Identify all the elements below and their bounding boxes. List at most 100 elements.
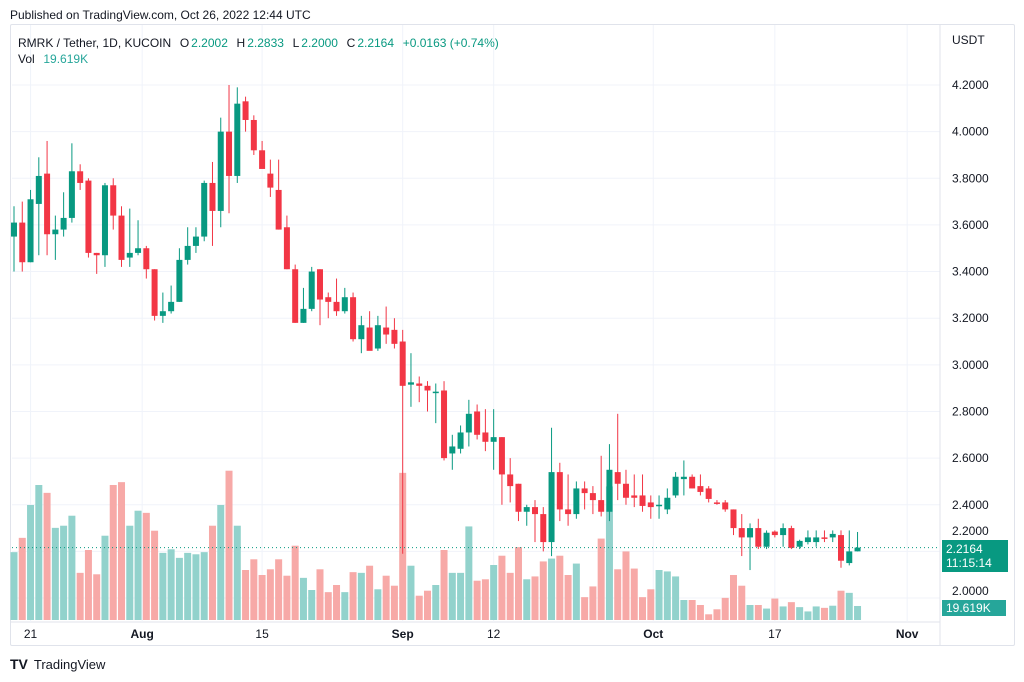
volume-bar xyxy=(738,585,746,620)
high-label: H xyxy=(236,36,246,50)
price-tick-label: 4.0000 xyxy=(952,125,989,139)
candle-body xyxy=(771,531,778,536)
volume-bar xyxy=(713,609,721,620)
grid xyxy=(11,25,941,645)
volume-bar xyxy=(126,525,134,620)
candle-body xyxy=(275,189,282,230)
volume-row: Vol 19.619K xyxy=(18,51,501,67)
candle-body xyxy=(755,528,762,547)
low-label: L xyxy=(292,36,300,50)
symbol-title[interactable]: RMRK / Tether, 1D, KUCOIN xyxy=(18,36,172,50)
volume-bar xyxy=(151,530,159,620)
candle-body xyxy=(374,325,381,349)
volume-bar xyxy=(779,606,787,620)
volume-bar xyxy=(382,575,390,620)
price-tick-label: 2.6000 xyxy=(952,451,989,465)
candle-body xyxy=(316,269,323,300)
open-label: O xyxy=(179,36,190,50)
volume-bar xyxy=(415,595,423,620)
volume-bars xyxy=(10,470,862,620)
volume-bar xyxy=(746,605,754,620)
currency-label: USDT xyxy=(952,33,985,47)
candle-body xyxy=(622,483,629,498)
candle-body xyxy=(135,248,142,253)
ohlc-row: RMRK / Tether, 1D, KUCOIN O 2.2002 H 2.283… xyxy=(18,35,501,51)
candle-body xyxy=(738,528,745,538)
volume-bar xyxy=(407,565,415,620)
candle-body xyxy=(60,217,67,230)
candle-body xyxy=(722,502,729,510)
candle-body xyxy=(308,271,315,309)
candle-body xyxy=(490,437,497,442)
volume-bar xyxy=(324,592,332,620)
close-value: 2.2164 xyxy=(357,36,395,50)
high-value: 2.2833 xyxy=(247,36,284,50)
time-tick-label: Nov xyxy=(896,627,919,641)
volume-bar xyxy=(275,559,283,620)
candle-body xyxy=(639,495,646,506)
volume-bar xyxy=(374,589,382,620)
candle-body xyxy=(441,390,448,459)
candle-body xyxy=(358,325,365,340)
volume-bar xyxy=(614,569,622,620)
candle-body xyxy=(713,502,720,504)
volume-bar xyxy=(109,485,117,620)
candle-body xyxy=(804,537,811,543)
time-tick-label: 12 xyxy=(487,627,501,641)
volume-bar xyxy=(192,554,200,620)
volume-bar xyxy=(18,537,26,620)
volume-bar xyxy=(705,614,713,620)
volume-bar xyxy=(556,555,564,620)
volume-bar xyxy=(159,552,167,620)
open-value: 2.2002 xyxy=(191,36,228,50)
volume-bar xyxy=(10,552,18,620)
volume-bar xyxy=(498,555,506,620)
volume-bar xyxy=(605,486,613,620)
candle-body xyxy=(556,472,563,510)
candle-body xyxy=(532,507,539,515)
time-tick-label: 21 xyxy=(24,627,38,641)
price-tick-label: 3.0000 xyxy=(952,358,989,372)
volume-bar xyxy=(597,538,605,620)
candle-body xyxy=(482,432,489,442)
candle-body xyxy=(19,222,26,263)
candle-body xyxy=(44,173,51,235)
volume-bar xyxy=(465,526,473,620)
volume-bar xyxy=(490,565,498,620)
candle-body xyxy=(250,119,257,151)
volume-bar xyxy=(200,552,208,620)
candle-body xyxy=(226,131,233,176)
candle-body xyxy=(52,229,59,235)
candle-body xyxy=(399,341,406,386)
candle-body xyxy=(523,507,530,512)
change-value: +0.0163 (+0.74%) xyxy=(402,36,499,50)
candle-body xyxy=(680,476,687,480)
candle-body xyxy=(184,245,191,260)
close-label: C xyxy=(346,36,356,50)
candle-body xyxy=(267,173,274,188)
volume-bar xyxy=(754,605,762,620)
candle-body xyxy=(548,472,555,543)
footer-brand[interactable]: TradingView xyxy=(33,656,106,672)
candle-body xyxy=(457,432,464,449)
volume-bar xyxy=(217,505,225,620)
volume-bar xyxy=(680,600,688,620)
volume-bar xyxy=(655,570,663,620)
candle-body xyxy=(35,175,42,204)
published-caption: Published on TradingView.com, Oct 26, 20… xyxy=(10,8,311,22)
price-tick-label: 2.8000 xyxy=(952,404,989,418)
price-axis: 4.2000 4.0000 3.8000 3.6000 3.4000 3.2000 3.00… xyxy=(952,78,989,598)
volume-bar xyxy=(589,586,597,620)
candle-body xyxy=(763,532,770,547)
volume-bar xyxy=(448,572,456,620)
volume-bar xyxy=(531,576,539,620)
volume-bar xyxy=(43,492,51,620)
last-price: 2.2164 xyxy=(946,542,983,556)
volume-bar xyxy=(258,575,266,620)
volume-bar xyxy=(283,575,291,620)
candle-body xyxy=(565,509,572,515)
candle-body xyxy=(581,488,588,494)
candle-body xyxy=(151,269,158,316)
volume-bar xyxy=(51,527,59,620)
